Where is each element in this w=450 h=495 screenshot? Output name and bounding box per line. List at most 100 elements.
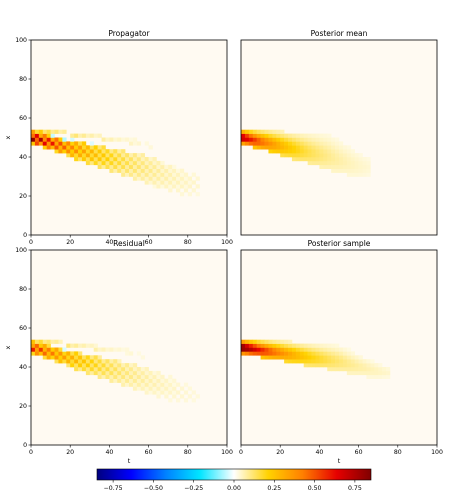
heatmap-cell (291, 343, 297, 348)
heatmap-cell (358, 168, 363, 173)
heatmap-cell (272, 339, 277, 344)
heatmap-cell (331, 164, 336, 169)
panel-title: Posterior mean (311, 29, 368, 38)
heatmap-cell (132, 168, 138, 173)
heatmap-cell (148, 157, 153, 162)
heatmap-cell (168, 378, 173, 383)
axes-frame (30, 39, 228, 236)
heatmap-cell (370, 370, 375, 376)
heatmap-cell (354, 363, 359, 368)
heatmap-cell (81, 153, 87, 158)
heatmap-cell (144, 176, 149, 181)
heatmap-cell (125, 382, 130, 387)
x-tick-label: 40 (105, 449, 113, 456)
heatmap-cell (144, 390, 149, 395)
heatmap-cell (31, 347, 36, 352)
heatmap-cell (62, 145, 67, 150)
heatmap-cell (307, 157, 312, 162)
heatmap-cell (268, 145, 273, 150)
heatmap-cell (105, 164, 110, 169)
heatmap-cell (136, 164, 142, 169)
heatmap-cell (327, 141, 332, 146)
heatmap-cell (260, 133, 265, 138)
heatmap-cell (319, 145, 324, 150)
heatmap-cell (132, 374, 138, 379)
heatmap-cell (342, 355, 348, 360)
heatmap-cell (319, 149, 324, 154)
heatmap-cell (331, 355, 336, 360)
heatmap-cell (339, 141, 344, 146)
heatmap-cell (256, 133, 261, 138)
heatmap-cell (148, 176, 153, 181)
heatmap-cell (140, 367, 145, 372)
heatmap-cell (366, 168, 371, 173)
heatmap-cell (248, 343, 254, 348)
heatmap-cell (187, 192, 193, 197)
heatmap-cell (264, 343, 269, 348)
heatmap-cell (34, 351, 40, 356)
heatmap-cell (303, 157, 308, 162)
heatmap-cell (195, 184, 200, 189)
heatmap-cell (331, 359, 336, 364)
heatmap-cell (256, 137, 261, 142)
x-tick-label: 80 (184, 449, 192, 456)
heatmap-cells (241, 339, 391, 379)
heatmap-cell (93, 355, 98, 360)
heatmap-cell (350, 164, 355, 169)
heatmap-cell (105, 359, 110, 364)
heatmap-cell (346, 363, 352, 368)
heatmap-cell (140, 382, 145, 387)
heatmap-cell (42, 351, 47, 356)
heatmap-cell (187, 176, 193, 181)
heatmap-cell (342, 164, 348, 169)
heatmap-cell (241, 137, 246, 142)
heatmap-cell (176, 188, 181, 193)
heatmap-cell (366, 172, 371, 177)
heatmap-cell (105, 137, 110, 142)
heatmap-cell (121, 172, 126, 177)
heatmap-cell (132, 176, 138, 181)
heatmap-cell (288, 141, 293, 146)
heatmap-cell (268, 343, 273, 348)
heatmap-cell (78, 157, 83, 162)
heatmap-cell (93, 145, 98, 150)
heatmap-cell (288, 133, 293, 138)
heatmap-cell (303, 347, 308, 352)
heatmap-cell (280, 137, 285, 142)
heatmap-cell (140, 386, 145, 391)
heatmap-cell (176, 184, 181, 189)
heatmap-cell (335, 153, 340, 158)
heatmap-cell (374, 363, 379, 368)
heatmap-cell (264, 351, 269, 356)
heatmap-cell (315, 133, 320, 138)
heatmap-cell (268, 351, 273, 356)
heatmap-cell (164, 386, 169, 391)
heatmap-cell (323, 145, 328, 150)
heatmap-cell (374, 374, 379, 379)
heatmap-cell (113, 153, 118, 158)
heatmap-cell (272, 141, 277, 146)
heatmap-cell (164, 394, 169, 399)
heatmap-cell (311, 153, 316, 158)
heatmap-cell (272, 129, 277, 134)
heatmap-cell (331, 351, 336, 356)
heatmap-cell (331, 153, 336, 158)
heatmap-cell (129, 164, 134, 169)
heatmap-cell (54, 355, 59, 360)
heatmap-cell (74, 363, 79, 368)
heatmap-cell (315, 145, 320, 150)
heatmap-cell (339, 355, 344, 360)
heatmap-cell (74, 153, 79, 158)
heatmap-cell (140, 168, 145, 173)
heatmap-cell (97, 145, 102, 150)
heatmap-cell (113, 347, 118, 352)
heatmap-cell (295, 351, 301, 356)
heatmap-cell (109, 374, 114, 379)
heatmap-cell (323, 355, 328, 360)
heatmap-cell (136, 157, 142, 162)
heatmap-cell (34, 129, 40, 134)
heatmap-cell (327, 137, 332, 142)
x-tick-label: 0 (29, 239, 33, 246)
heatmap-cell (148, 180, 153, 185)
heatmap-cell (319, 355, 324, 360)
